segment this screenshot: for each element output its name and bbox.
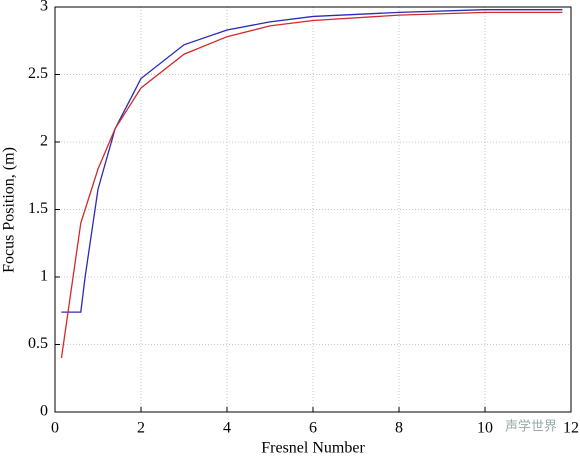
y-tick-label: 2 [40, 133, 48, 150]
watermark: 声学世界 [505, 419, 557, 435]
x-tick-label: 4 [223, 420, 231, 437]
x-tick-label: 2 [137, 420, 145, 437]
y-tick-label: 1 [40, 268, 48, 285]
y-axis-label: Focus Position, (m) [1, 147, 18, 273]
x-tick-label: 8 [395, 420, 403, 437]
y-tick-label: 0 [40, 403, 48, 420]
y-tick-label: 2.5 [28, 65, 48, 82]
series-line [60, 11, 563, 359]
x-axis-label: Fresnel Number [261, 440, 365, 457]
x-tick-label: 6 [309, 420, 317, 437]
y-tick-label: 3 [40, 0, 48, 15]
plot-frame [54, 6, 572, 413]
y-tick-label: 0.5 [28, 335, 48, 352]
series-line [61, 9, 563, 313]
x-tick-label: 10 [477, 420, 493, 437]
x-tick-label: 0 [51, 420, 59, 437]
x-tick-label: 12 [563, 420, 579, 437]
y-tick-label: 1.5 [28, 200, 48, 217]
